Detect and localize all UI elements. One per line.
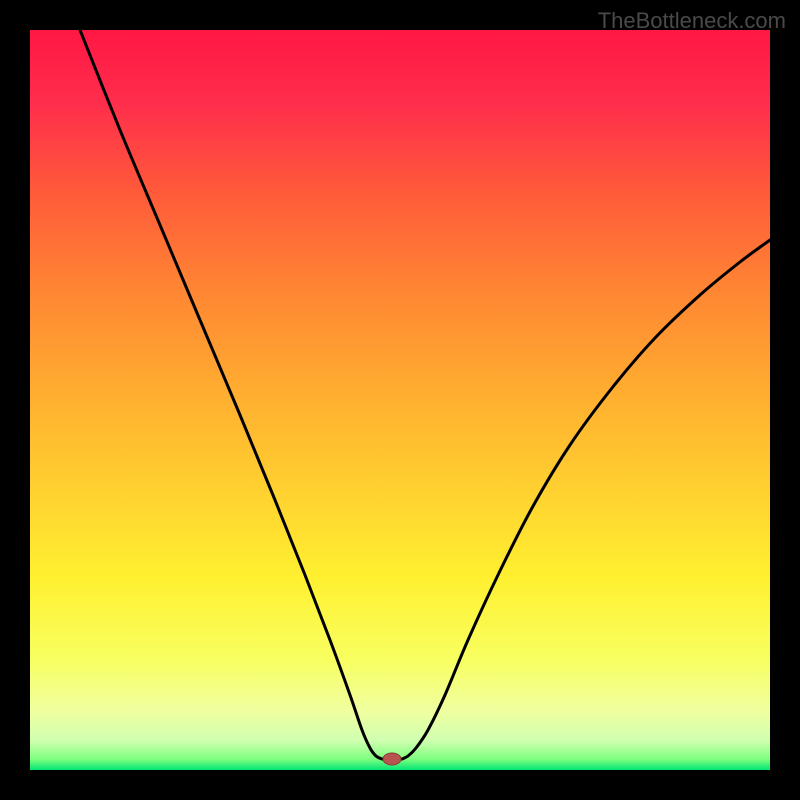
chart-svg [30, 30, 770, 770]
bottleneck-curve [80, 30, 770, 759]
plot-area [30, 30, 770, 770]
watermark-text: TheBottleneck.com [598, 8, 786, 34]
gradient-background [30, 30, 770, 770]
minimum-marker [383, 753, 401, 765]
